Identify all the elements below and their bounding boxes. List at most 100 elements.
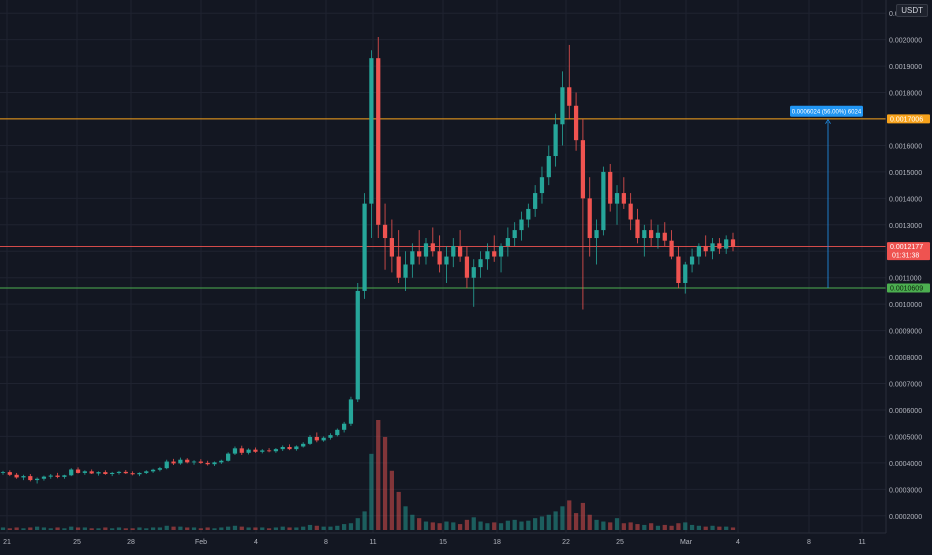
candle-body[interactable] [471, 267, 476, 278]
candle-body[interactable] [144, 471, 149, 473]
candle-body[interactable] [123, 471, 128, 474]
candle-body[interactable] [533, 193, 538, 209]
candle-body[interactable] [649, 230, 654, 239]
candle-body[interactable] [226, 453, 231, 461]
candle-body[interactable] [307, 436, 313, 444]
candle-body[interactable] [724, 239, 729, 249]
candle-body[interactable] [519, 219, 524, 231]
candle-body[interactable] [301, 443, 306, 447]
candle-body[interactable] [34, 478, 40, 481]
candle-body[interactable] [137, 472, 142, 475]
candle-body[interactable] [423, 243, 429, 257]
candle-body[interactable] [430, 243, 435, 252]
candle-body[interactable] [294, 446, 299, 450]
candle-body[interactable] [96, 472, 101, 474]
candle-body[interactable] [348, 399, 354, 424]
candle-body[interactable] [594, 230, 599, 239]
candle-body[interactable] [103, 472, 108, 474]
candle-body[interactable] [410, 251, 415, 265]
currency-badge[interactable]: USDT [896, 4, 928, 17]
candle-body[interactable] [505, 238, 510, 246]
candle-body[interactable] [171, 461, 176, 464]
candle-body[interactable] [580, 140, 586, 199]
candle-body[interactable] [69, 469, 74, 476]
candle-body[interactable] [75, 469, 81, 473]
candle-body[interactable] [48, 475, 53, 477]
candle-body[interactable] [703, 245, 708, 252]
candle-body[interactable] [369, 58, 374, 204]
candle-body[interactable] [389, 238, 394, 257]
candle-body[interactable] [89, 471, 94, 474]
candle-body[interactable] [546, 156, 551, 178]
candle-body[interactable] [178, 459, 183, 464]
candle-body[interactable] [355, 290, 360, 400]
candle-body[interactable] [14, 474, 19, 478]
candle-body[interactable] [28, 476, 33, 481]
candle-body[interactable] [614, 193, 620, 204]
candle-body[interactable] [335, 429, 340, 436]
candle-body[interactable] [157, 468, 163, 470]
candle-body[interactable] [669, 240, 674, 257]
candle-body[interactable] [539, 177, 545, 194]
candle-body[interactable] [635, 219, 640, 239]
candle-body[interactable] [266, 450, 272, 452]
candle-body[interactable] [280, 447, 285, 450]
candle-body[interactable] [628, 203, 633, 220]
candle-body[interactable] [485, 251, 490, 260]
candle-body[interactable] [219, 460, 224, 463]
candle-body[interactable] [662, 232, 667, 241]
candle-body[interactable] [21, 476, 26, 478]
candle-body[interactable] [403, 264, 408, 278]
candle-body[interactable] [573, 105, 579, 141]
candle-body[interactable] [62, 475, 67, 477]
candle-body[interactable] [55, 475, 60, 477]
candle-body[interactable] [110, 472, 115, 474]
candle-body[interactable] [710, 243, 715, 252]
candle-body[interactable] [150, 469, 156, 472]
candle-body[interactable] [498, 245, 504, 257]
candle-body[interactable] [560, 87, 565, 125]
candle-body[interactable] [642, 230, 647, 239]
candle-body[interactable] [717, 243, 722, 249]
candle-body[interactable] [116, 471, 122, 473]
candle-body[interactable] [396, 256, 401, 278]
candle-body[interactable] [260, 450, 265, 452]
candle-body[interactable] [273, 449, 279, 452]
candle-body[interactable] [198, 461, 203, 463]
candle-body[interactable] [451, 245, 456, 257]
candle-body[interactable] [444, 256, 449, 265]
candle-body[interactable] [683, 264, 688, 284]
candle-body[interactable] [342, 423, 347, 430]
candle-body[interactable] [191, 461, 197, 463]
candle-body[interactable] [478, 259, 483, 268]
candle-body[interactable] [621, 193, 626, 204]
candle-body[interactable] [417, 251, 422, 257]
candle-body[interactable] [82, 471, 87, 473]
candle-body[interactable] [696, 245, 702, 257]
candle-body[interactable] [7, 472, 12, 475]
candle-body[interactable] [130, 473, 135, 475]
candle-body[interactable] [464, 256, 470, 278]
candle-body[interactable] [376, 58, 381, 225]
candle-body[interactable] [457, 245, 463, 257]
candle-body[interactable] [437, 251, 442, 265]
candle-body[interactable] [730, 239, 736, 247]
candle-body[interactable] [239, 448, 244, 453]
candle-body[interactable] [314, 436, 319, 441]
candle-body[interactable] [601, 171, 606, 231]
candle-body[interactable] [382, 224, 388, 239]
candle-body[interactable] [0, 472, 6, 473]
candle-body[interactable] [676, 256, 681, 284]
candle-body[interactable] [185, 459, 190, 463]
candle-body[interactable] [205, 462, 210, 465]
candle-body[interactable] [553, 124, 558, 157]
candle-body[interactable] [246, 449, 251, 453]
candle-body[interactable] [164, 461, 169, 469]
candle-body[interactable] [587, 198, 592, 239]
candle-body[interactable] [232, 448, 238, 454]
candle-body[interactable] [287, 447, 292, 450]
candle-body[interactable] [526, 208, 531, 220]
candle-body[interactable] [689, 256, 695, 265]
candle-body[interactable] [321, 437, 326, 441]
